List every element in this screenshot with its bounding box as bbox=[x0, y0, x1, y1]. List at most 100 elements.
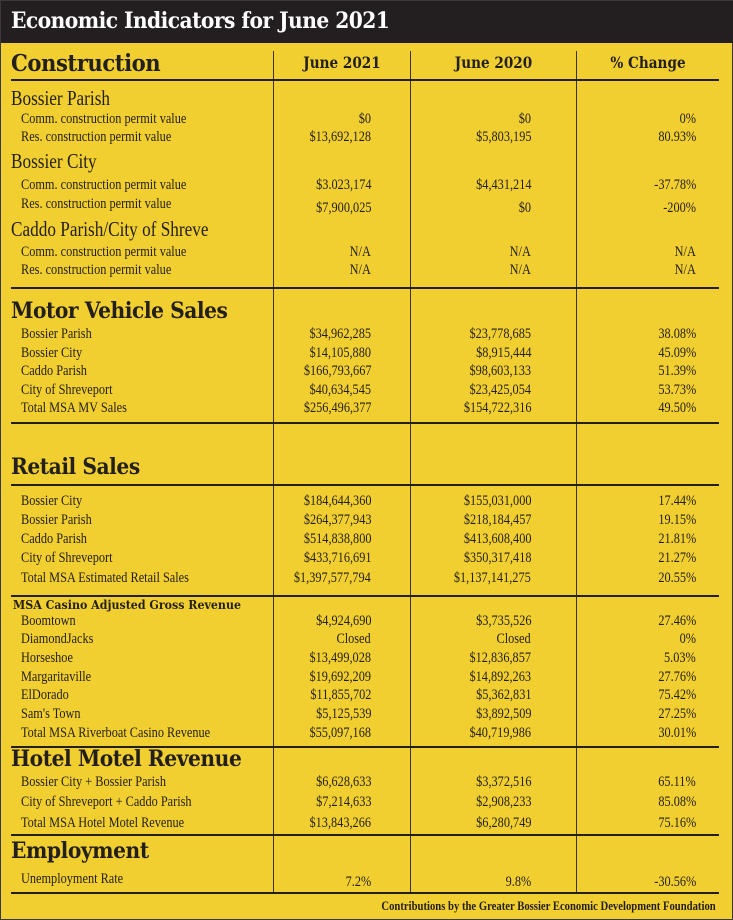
value-june-2020: $3,372,516 bbox=[475, 774, 531, 790]
value-percent-change: 0% bbox=[679, 631, 696, 647]
value-june-2021: N/A bbox=[349, 244, 371, 260]
value-percent-change: 49.50% bbox=[658, 400, 696, 416]
value-june-2021: $7,900,025 bbox=[315, 200, 371, 216]
value-june-2021: $184,644,360 bbox=[303, 493, 371, 509]
row-label: Margaritaville bbox=[21, 669, 92, 685]
row-label: Caddo Parish bbox=[21, 363, 87, 379]
divider bbox=[11, 422, 719, 424]
row-label: Horseshoe bbox=[21, 650, 73, 666]
row-label: Total MSA Estimated Retail Sales bbox=[21, 570, 189, 586]
row-label: Bossier Parish bbox=[21, 326, 92, 342]
value-june-2021: $0 bbox=[358, 111, 371, 127]
value-june-2021: $55,097,168 bbox=[309, 725, 372, 741]
row-label: Total MSA Hotel Motel Revenue bbox=[21, 815, 185, 831]
row-label: Comm. construction permit value bbox=[21, 111, 187, 127]
value-june-2020: $218,184,457 bbox=[463, 512, 531, 528]
value-june-2020: Closed bbox=[496, 631, 531, 647]
value-percent-change: 5.03% bbox=[664, 650, 696, 666]
value-percent-change: 85.08% bbox=[658, 794, 696, 810]
value-june-2020: $14,892,263 bbox=[469, 669, 532, 685]
row-label: ElDorado bbox=[21, 687, 69, 703]
row-label: Total MSA Riverboat Casino Revenue bbox=[21, 725, 211, 741]
divider bbox=[11, 595, 719, 597]
value-june-2020: N/A bbox=[509, 262, 531, 278]
value-june-2021: $40,634,545 bbox=[309, 382, 372, 398]
row-label: City of Shreveport bbox=[21, 382, 113, 398]
section-heading-casino: MSA Casino Adjusted Gross Revenue bbox=[13, 598, 242, 612]
value-june-2020: $413,608,400 bbox=[463, 531, 531, 547]
value-june-2021: $264,377,943 bbox=[303, 512, 371, 528]
divider bbox=[11, 79, 719, 81]
footer-credit: Contributions by the Greater Bossier Eco… bbox=[381, 898, 716, 913]
value-percent-change: 21.27% bbox=[658, 550, 696, 566]
value-june-2020: $155,031,000 bbox=[463, 493, 531, 509]
section-heading-employment: Employment bbox=[11, 838, 149, 864]
row-label: Caddo Parish bbox=[21, 531, 87, 547]
row-label: Bossier City bbox=[21, 345, 83, 361]
value-june-2020: $154,722,316 bbox=[463, 400, 531, 416]
value-percent-change: 20.55% bbox=[658, 570, 696, 586]
value-june-2020: $2,908,233 bbox=[475, 794, 531, 810]
value-percent-change: -200% bbox=[663, 200, 696, 216]
value-june-2020: $12,836,857 bbox=[469, 650, 532, 666]
page-title: Economic Indicators for June 2021 bbox=[11, 8, 390, 34]
divider bbox=[11, 484, 719, 486]
value-june-2021: $6,628,633 bbox=[315, 774, 371, 790]
row-label: Res. construction permit value bbox=[21, 129, 172, 145]
column-header-june-2021: June 2021 bbox=[303, 53, 381, 72]
value-june-2021: $4,924,690 bbox=[315, 613, 371, 629]
row-label: Bossier City bbox=[21, 493, 83, 509]
row-label: DiamondJacks bbox=[21, 631, 94, 647]
row-label: Res. construction permit value bbox=[21, 262, 172, 278]
divider bbox=[11, 892, 719, 894]
section-heading-bossier-parish: Bossier Parish bbox=[11, 86, 111, 110]
value-june-2020: $3,892,509 bbox=[475, 706, 531, 722]
section-heading-caddo: Caddo Parish/City of Shreve bbox=[11, 217, 209, 241]
value-june-2021: Closed bbox=[336, 631, 371, 647]
value-june-2021: $7,214,633 bbox=[315, 794, 371, 810]
value-percent-change: 51.39% bbox=[658, 363, 696, 379]
value-percent-change: 27.46% bbox=[658, 613, 696, 629]
value-percent-change: 17.44% bbox=[658, 493, 696, 509]
value-june-2021: $13,692,128 bbox=[309, 129, 372, 145]
value-percent-change: 65.11% bbox=[658, 774, 696, 790]
value-june-2020: $23,778,685 bbox=[469, 326, 532, 342]
value-june-2020: $1,137,141,275 bbox=[454, 570, 531, 586]
value-june-2020: $3,735,526 bbox=[475, 613, 531, 629]
row-label: Bossier City + Bossier Parish bbox=[21, 774, 166, 790]
value-percent-change: -30.56% bbox=[653, 874, 696, 890]
value-percent-change: 21.81% bbox=[658, 531, 696, 547]
row-label: Unemployment Rate bbox=[21, 871, 124, 887]
value-percent-change: 0% bbox=[679, 111, 696, 127]
value-june-2020: 9.8% bbox=[505, 874, 531, 890]
value-june-2021: 7.2% bbox=[345, 874, 371, 890]
value-percent-change: 75.16% bbox=[658, 815, 696, 831]
row-label: Total MSA MV Sales bbox=[21, 400, 127, 416]
value-june-2021: $11,855,702 bbox=[309, 687, 371, 703]
value-june-2020: $23,425,054 bbox=[469, 382, 532, 398]
divider bbox=[11, 287, 719, 289]
section-heading-bossier-city: Bossier City bbox=[11, 149, 97, 173]
value-june-2021: $13,843,266 bbox=[309, 815, 372, 831]
value-percent-change: 30.01% bbox=[658, 725, 696, 741]
value-june-2020: N/A bbox=[509, 244, 531, 260]
column-divider bbox=[273, 51, 274, 893]
value-june-2021: $166,793,667 bbox=[303, 363, 371, 379]
value-june-2021: $514,838,800 bbox=[303, 531, 371, 547]
value-june-2020: $5,362,831 bbox=[475, 687, 531, 703]
value-june-2020: $0 bbox=[518, 200, 531, 216]
section-heading-motor-vehicle: Motor Vehicle Sales bbox=[11, 298, 228, 324]
value-june-2021: $433,716,691 bbox=[303, 550, 371, 566]
value-percent-change: 53.73% bbox=[658, 382, 696, 398]
value-june-2020: $0 bbox=[518, 111, 531, 127]
value-percent-change: -37.78% bbox=[653, 177, 696, 193]
value-june-2020: $6,280,749 bbox=[475, 815, 531, 831]
section-heading-hotel: Hotel Motel Revenue bbox=[11, 746, 242, 772]
value-percent-change: 19.15% bbox=[658, 512, 696, 528]
value-percent-change: N/A bbox=[674, 262, 696, 278]
row-label: City of Shreveport + Caddo Parish bbox=[21, 794, 192, 810]
value-june-2021: $13,499,028 bbox=[309, 650, 372, 666]
value-june-2020: $4,431,214 bbox=[475, 177, 531, 193]
value-percent-change: 45.09% bbox=[658, 345, 696, 361]
